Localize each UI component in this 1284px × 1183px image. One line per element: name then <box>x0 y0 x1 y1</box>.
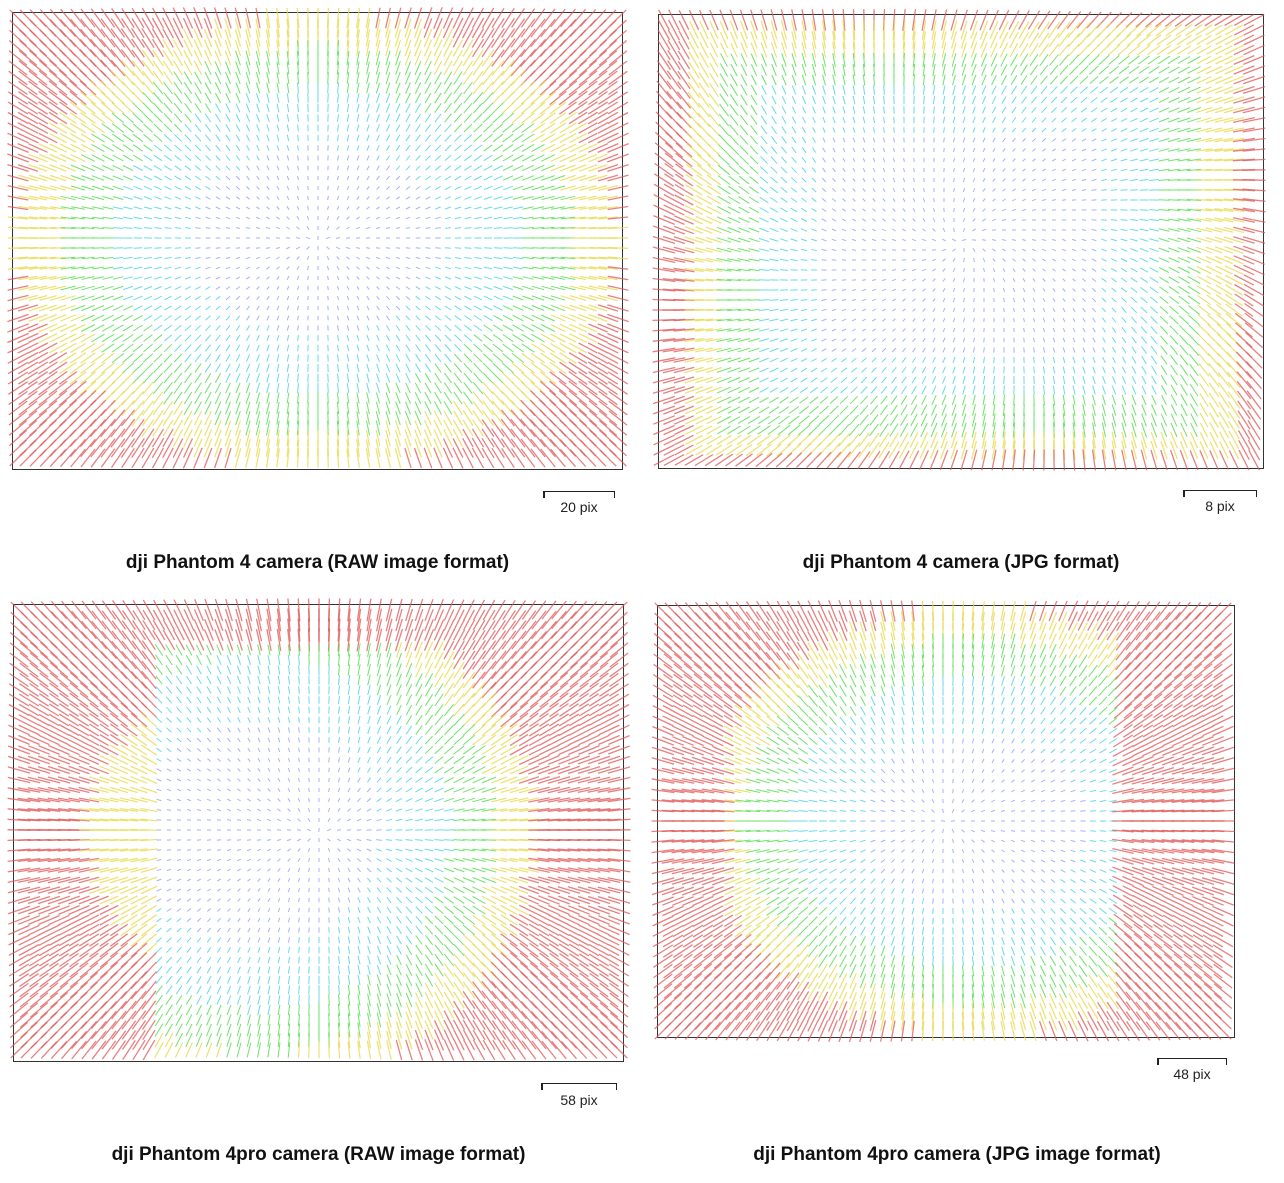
distortion-plot-frame <box>12 12 623 470</box>
scale-bar-label: 20 pix <box>560 499 598 515</box>
scale-bar <box>543 491 615 498</box>
distortion-plot-frame <box>658 14 1264 469</box>
panel-caption: dji Phantom 4 camera (RAW image format) <box>125 552 510 573</box>
